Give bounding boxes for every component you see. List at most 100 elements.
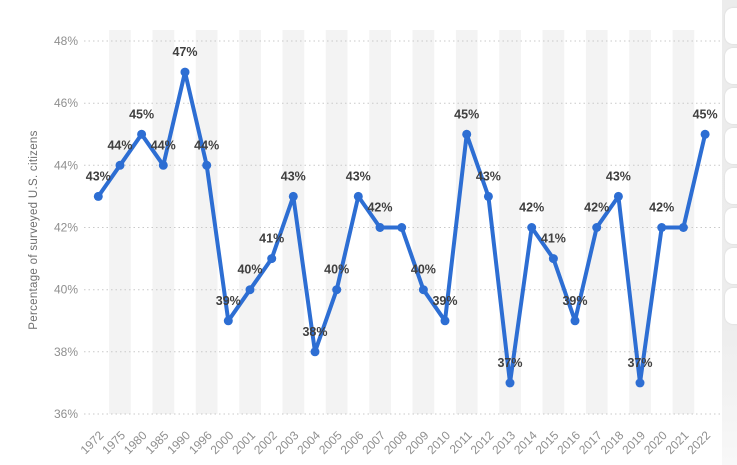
y-axis-tick-label: 44% bbox=[54, 158, 78, 172]
data-point[interactable] bbox=[180, 67, 190, 77]
x-axis-tick-label: 2010 bbox=[424, 428, 453, 457]
x-axis-tick-label: 2009 bbox=[403, 428, 432, 457]
side-toolbar-button[interactable] bbox=[725, 8, 737, 44]
plot-band bbox=[325, 30, 348, 414]
data-point[interactable] bbox=[397, 223, 407, 232]
x-axis-tick-label: 1980 bbox=[121, 428, 150, 457]
data-label: 44% bbox=[107, 138, 132, 152]
data-point[interactable] bbox=[548, 254, 558, 264]
plot-band bbox=[369, 30, 391, 414]
plot-band bbox=[282, 30, 305, 414]
data-label: 45% bbox=[693, 107, 718, 121]
x-axis-tick-label: 2011 bbox=[447, 428, 475, 456]
plot-band bbox=[412, 30, 435, 414]
data-label: 42% bbox=[649, 201, 674, 215]
data-point[interactable] bbox=[700, 129, 710, 139]
y-axis-tick-label: 48% bbox=[54, 34, 78, 48]
data-point[interactable] bbox=[332, 285, 342, 295]
data-point[interactable] bbox=[678, 223, 688, 232]
data-label: 43% bbox=[346, 169, 371, 183]
data-label: 37% bbox=[627, 356, 652, 370]
plot-band bbox=[499, 30, 521, 414]
side-toolbar-button[interactable] bbox=[725, 128, 737, 164]
x-axis-tick-label: 2007 bbox=[359, 428, 388, 457]
data-point[interactable] bbox=[418, 285, 428, 295]
data-label: 37% bbox=[497, 356, 522, 370]
data-label: 47% bbox=[172, 45, 197, 59]
data-label: 42% bbox=[367, 201, 392, 215]
x-axis-tick-label: 1985 bbox=[143, 428, 172, 457]
y-axis-tick-label: 36% bbox=[54, 407, 78, 421]
data-point[interactable] bbox=[310, 347, 320, 357]
x-axis-tick-label: 2001 bbox=[229, 428, 258, 457]
data-label: 41% bbox=[541, 232, 566, 246]
x-axis-tick-label: 2013 bbox=[489, 428, 518, 457]
plot-band bbox=[239, 30, 261, 414]
data-point[interactable] bbox=[657, 223, 667, 232]
x-axis-tick-label: 2021 bbox=[663, 428, 692, 457]
side-toolbar-button[interactable] bbox=[725, 168, 737, 204]
data-label: 45% bbox=[129, 107, 154, 121]
data-point[interactable] bbox=[158, 160, 168, 170]
data-point[interactable] bbox=[592, 223, 602, 232]
data-point[interactable] bbox=[613, 191, 623, 201]
data-point[interactable] bbox=[267, 254, 277, 264]
plot-band bbox=[542, 30, 565, 414]
x-axis-tick-label: 2008 bbox=[381, 428, 410, 457]
x-axis-tick-label: 2019 bbox=[619, 428, 648, 457]
data-label: 40% bbox=[237, 263, 262, 277]
data-label: 42% bbox=[519, 201, 544, 215]
y-axis-tick-label: 38% bbox=[54, 345, 78, 359]
data-point[interactable] bbox=[223, 316, 233, 326]
side-toolbar-button[interactable] bbox=[725, 48, 737, 84]
y-axis-tick-label: 46% bbox=[54, 96, 78, 110]
data-point[interactable] bbox=[440, 316, 450, 326]
x-axis-tick-label: 2016 bbox=[554, 428, 583, 457]
x-axis-tick-label: 2004 bbox=[294, 428, 323, 457]
data-point[interactable] bbox=[462, 129, 472, 139]
side-toolbar-button[interactable] bbox=[725, 88, 737, 124]
data-point[interactable] bbox=[202, 160, 212, 170]
data-label: 43% bbox=[86, 169, 111, 183]
data-point[interactable] bbox=[115, 160, 125, 170]
data-label: 42% bbox=[584, 201, 609, 215]
data-point[interactable] bbox=[137, 129, 147, 139]
side-toolbar-button[interactable] bbox=[725, 248, 737, 284]
x-axis-tick-label: 2000 bbox=[208, 428, 237, 457]
x-axis-tick-label: 2014 bbox=[511, 428, 540, 457]
data-point[interactable] bbox=[353, 191, 363, 201]
x-axis-tick-label: 1990 bbox=[164, 428, 193, 457]
x-axis-tick-label: 2020 bbox=[641, 428, 670, 457]
data-point[interactable] bbox=[570, 316, 580, 326]
y-axis-tick-label: 42% bbox=[54, 221, 78, 235]
x-axis-tick-label: 2006 bbox=[338, 428, 367, 457]
data-point[interactable] bbox=[635, 378, 645, 388]
y-axis-title: Percentage of surveyed U.S. citizens bbox=[28, 130, 40, 329]
data-label: 41% bbox=[259, 232, 284, 246]
data-point[interactable] bbox=[527, 223, 537, 232]
data-point[interactable] bbox=[483, 191, 493, 201]
side-toolbar-button[interactable] bbox=[725, 208, 737, 244]
data-label: 43% bbox=[606, 169, 631, 183]
data-label: 40% bbox=[411, 263, 436, 277]
data-point[interactable] bbox=[288, 191, 298, 201]
data-label: 38% bbox=[302, 325, 327, 339]
data-point[interactable] bbox=[245, 285, 255, 295]
data-label: 44% bbox=[194, 138, 219, 152]
data-label: 39% bbox=[432, 294, 457, 308]
x-axis-tick-label: 2012 bbox=[468, 428, 497, 457]
data-point[interactable] bbox=[375, 223, 385, 232]
side-panel-edge bbox=[722, 0, 737, 465]
x-axis-tick-label: 2002 bbox=[251, 428, 280, 457]
side-toolbar-button[interactable] bbox=[725, 288, 737, 324]
x-axis-tick-label: 1972 bbox=[78, 428, 107, 457]
x-axis-tick-label: 2003 bbox=[273, 428, 302, 457]
data-label: 39% bbox=[216, 294, 241, 308]
data-label: 40% bbox=[324, 263, 349, 277]
plot-band bbox=[109, 30, 131, 414]
x-axis-tick-label: 2022 bbox=[684, 428, 713, 457]
data-point[interactable] bbox=[93, 191, 103, 201]
data-point[interactable] bbox=[505, 378, 515, 388]
